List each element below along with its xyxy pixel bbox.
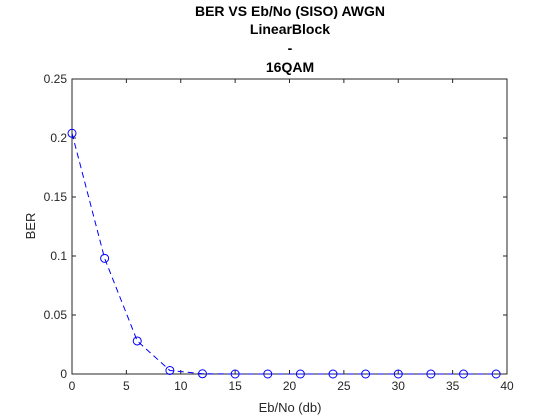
chart-title-line-4: 16QAM — [266, 59, 314, 75]
x-tick-label: 10 — [174, 379, 188, 393]
data-point — [198, 369, 207, 379]
y-tick-label: 0.15 — [44, 190, 68, 204]
y-tick-label: 0.25 — [44, 72, 68, 86]
y-tick-label: 0.2 — [50, 131, 67, 145]
x-tick-label: 35 — [446, 379, 460, 393]
y-tick-label: 0 — [60, 367, 67, 381]
chart-title: BER VS Eb/No (SISO) AWGN LinearBlock - 1… — [195, 3, 385, 75]
x-tick-label: 5 — [123, 379, 130, 393]
series-line — [71, 133, 497, 375]
data-point — [295, 369, 305, 379]
plot-area — [71, 78, 508, 375]
data-point — [491, 369, 501, 379]
y-axis-label: BER — [23, 213, 38, 240]
data-point — [165, 365, 175, 375]
x-tick-label: 15 — [228, 379, 242, 393]
data-point — [426, 369, 436, 379]
y-tick-label: 0.05 — [44, 308, 68, 322]
x-tick-label: 20 — [283, 379, 297, 393]
data-point — [132, 336, 142, 346]
x-tick-label: 40 — [500, 379, 514, 393]
data-point — [459, 369, 468, 379]
chart-title-line-2: LinearBlock — [250, 21, 330, 37]
y-axis-ticks: 0 0.05 0.1 0.15 0.2 0.25 — [44, 72, 507, 381]
x-axis-label: Eb/No (db) — [259, 400, 322, 415]
data-point — [393, 369, 403, 379]
data-point — [67, 128, 77, 138]
data-point — [361, 369, 371, 379]
x-tick-label: 30 — [392, 379, 406, 393]
data-point — [328, 369, 338, 379]
chart-title-line-1: BER VS Eb/No (SISO) AWGN — [195, 3, 385, 19]
data-point — [263, 369, 273, 379]
data-series — [67, 128, 501, 379]
x-tick-label: 0 — [69, 379, 76, 393]
data-point — [100, 253, 110, 263]
data-point — [230, 369, 240, 379]
chart-title-line-3: - — [288, 40, 293, 56]
x-axis-ticks: 0 5 10 15 20 25 30 35 40 — [69, 79, 514, 393]
x-tick-label: 25 — [337, 379, 351, 393]
y-tick-label: 0.1 — [50, 249, 67, 263]
